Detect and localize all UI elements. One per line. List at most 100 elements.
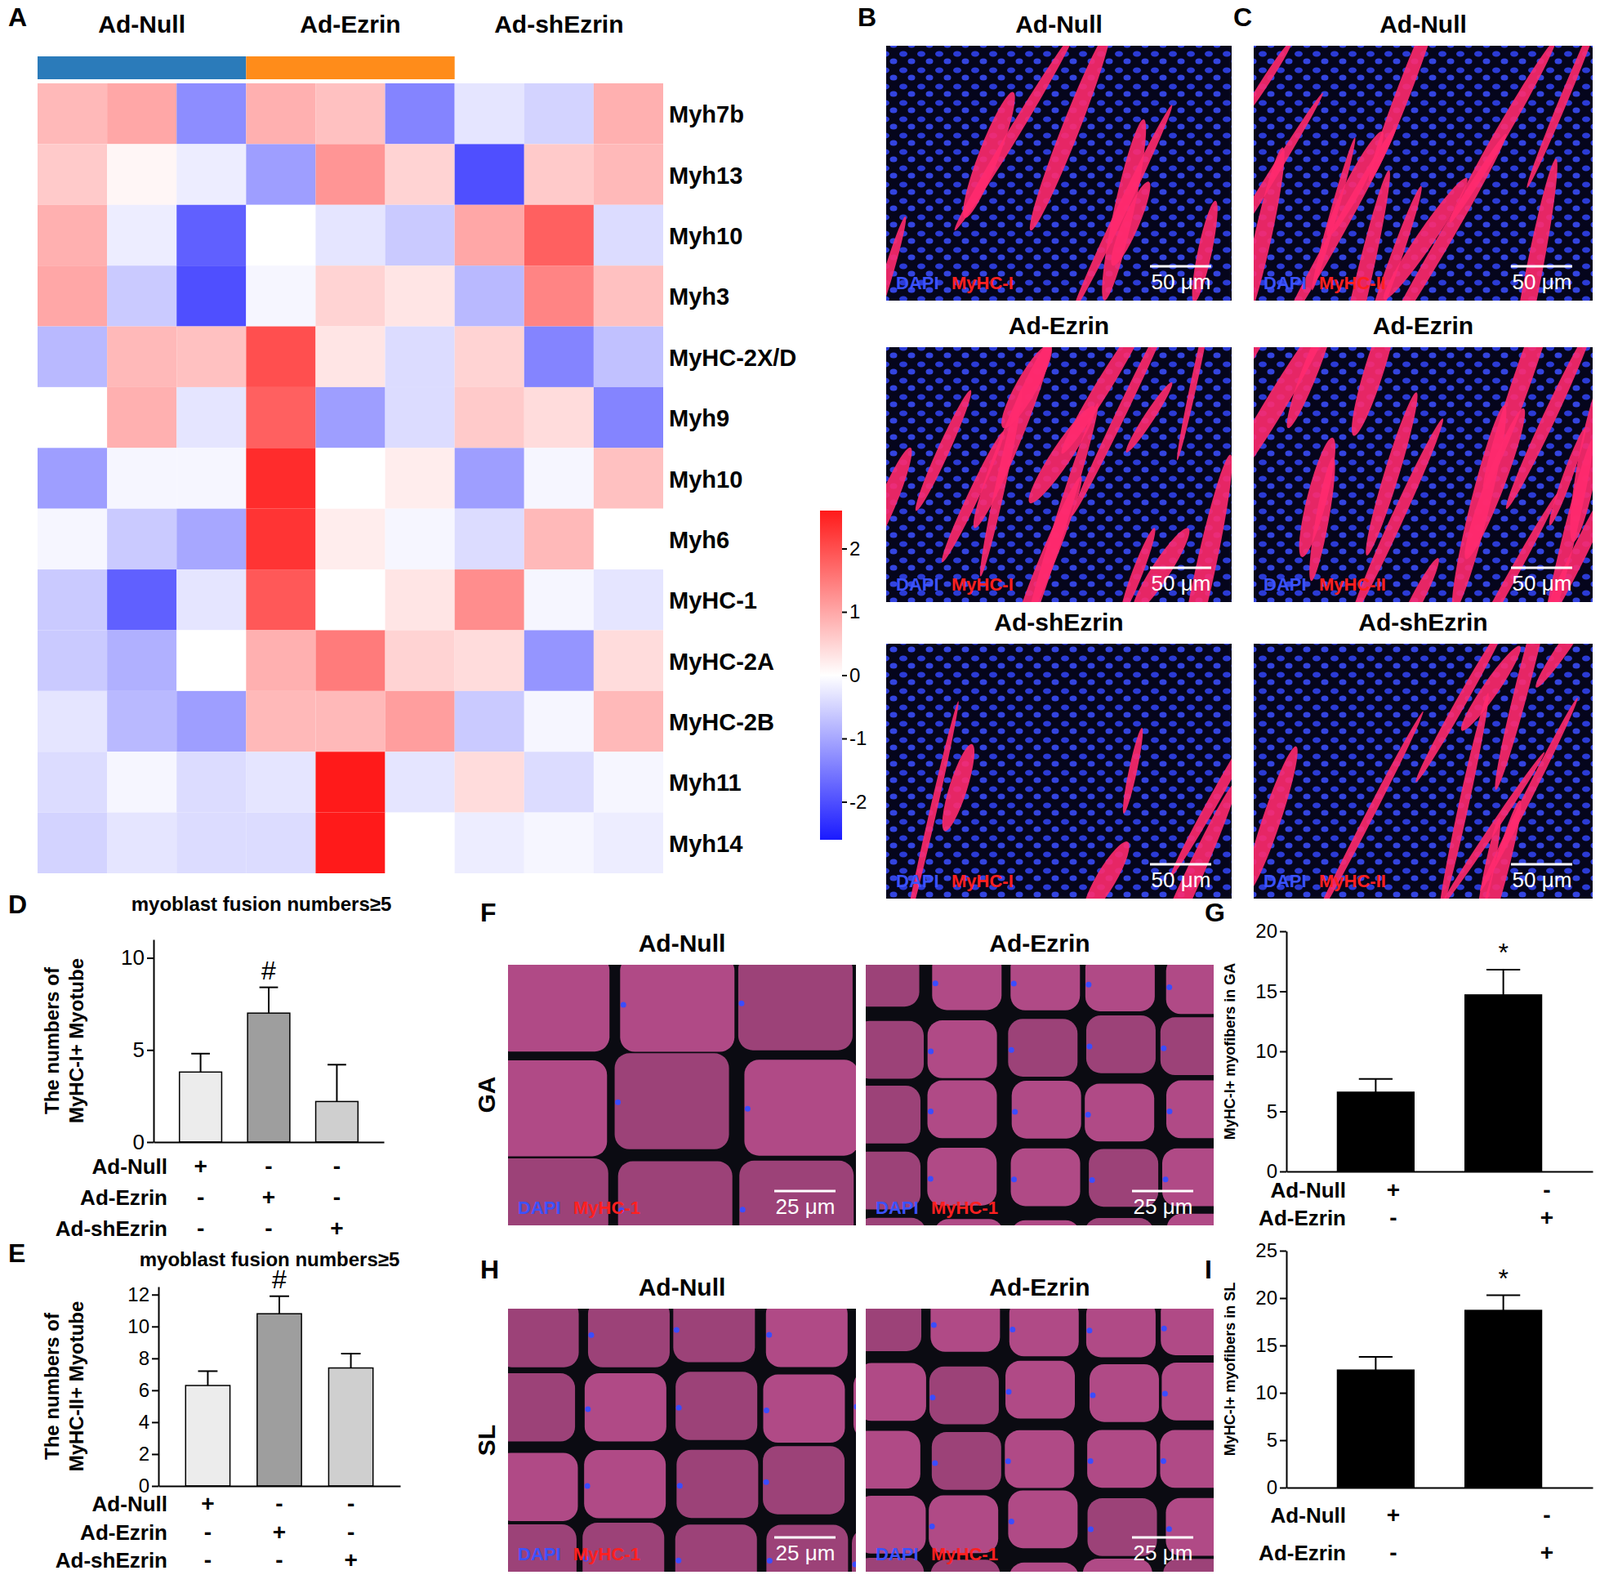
error-cap — [1359, 1355, 1393, 1358]
myofiber — [1011, 1080, 1082, 1139]
condition-label: Ad-Null — [1270, 1502, 1346, 1528]
myotube — [1362, 45, 1448, 185]
condition-label: Ad-Ezrin — [1258, 1540, 1346, 1565]
myotube — [1389, 555, 1445, 602]
tick: 20 — [1255, 1286, 1287, 1309]
micrograph: Ad-EzrinDAPIMyHC-125 μm — [851, 1273, 1236, 1575]
heatmap-cell — [37, 508, 107, 570]
myofiber — [851, 1528, 856, 1572]
myofiber — [1009, 1562, 1079, 1572]
stain-label: DAPI — [1263, 272, 1307, 294]
tick-label: 2 — [138, 1442, 150, 1465]
myofiber — [1160, 1016, 1214, 1075]
tick-mark — [1279, 1297, 1287, 1300]
annotation: * — [1497, 937, 1508, 968]
heatmap-cell — [454, 447, 525, 509]
heatmap-cell — [176, 812, 246, 874]
image-background — [886, 347, 1232, 602]
heatmap-cell — [245, 205, 316, 266]
heatmap-cell — [315, 447, 385, 509]
myofiber — [1085, 964, 1155, 1012]
scale-bar-label: 50 μm — [1512, 867, 1573, 892]
heatmap-cell — [454, 326, 525, 388]
error-cap — [341, 1352, 362, 1355]
nucleus — [620, 1002, 627, 1008]
heatmap-cell — [315, 629, 385, 691]
axis-line — [153, 940, 156, 1143]
stain-label: DAPI — [875, 1197, 919, 1218]
nucleus — [588, 1332, 594, 1338]
stain-label: MyHC-I — [951, 870, 1014, 892]
myofiber — [738, 964, 853, 1051]
myofiber — [584, 1372, 667, 1442]
nucleus — [1011, 1176, 1017, 1182]
scale-bar — [1510, 265, 1573, 268]
bar — [247, 1012, 290, 1142]
stain-label: DAPI — [875, 1543, 919, 1565]
scale-bar-label: 50 μm — [1512, 269, 1573, 295]
micrograph: Ad-EzrinDAPIMyHC-II50 μm — [1207, 254, 1600, 691]
myofiber — [930, 1308, 1000, 1352]
heatmap-cell — [524, 326, 594, 388]
plot-area — [179, 987, 359, 1142]
heatmap-cell — [245, 387, 316, 448]
error-cap — [191, 1052, 210, 1055]
group-bar — [37, 56, 246, 80]
bar — [328, 1368, 373, 1486]
myofiber — [1084, 1217, 1155, 1226]
nucleus — [766, 1557, 773, 1564]
myotube — [1292, 435, 1342, 560]
heatmap-cell — [37, 629, 107, 691]
tick-label: 20 — [1255, 1286, 1278, 1309]
nucleus — [739, 1206, 746, 1213]
nucleus — [1162, 1176, 1168, 1182]
heatmap-cell — [176, 387, 246, 448]
heatmap-cell — [106, 690, 177, 752]
tick-label: 6 — [138, 1378, 150, 1401]
heatmap-cell — [245, 508, 316, 570]
heatmap-cell — [524, 812, 594, 874]
condition-label: Ad-shEzrin — [55, 1547, 168, 1573]
myotube — [1308, 136, 1360, 292]
condition-sign: + — [1540, 1204, 1554, 1231]
axis-line — [158, 1287, 161, 1487]
heatmap-cell — [524, 205, 594, 266]
myofiber — [1087, 1429, 1157, 1488]
myofiber — [927, 1020, 998, 1079]
heatmap-cell — [106, 326, 177, 388]
micrograph: Ad-shEzrinDAPIMyHC-II50 μm — [1238, 548, 1600, 977]
condition-sign: + — [329, 1215, 344, 1241]
scale-bar — [1149, 566, 1212, 570]
heatmap-cell — [176, 690, 246, 752]
condition-label: Ad-Null — [92, 1491, 168, 1516]
axis: -2-1012 — [842, 511, 867, 841]
axis-title: The numbers of — [40, 966, 63, 1115]
heatmap-cell — [315, 387, 385, 448]
error-bar — [1359, 1356, 1393, 1370]
condition-sign: - — [1542, 1176, 1551, 1203]
tick-label: 10 — [1255, 1039, 1278, 1062]
axis-title: The numbers of — [40, 1311, 63, 1460]
heatmap-cell — [315, 569, 385, 630]
nucleus — [766, 1332, 772, 1338]
heatmap-cell — [454, 569, 525, 630]
scale-bar-label: 50 μm — [1151, 269, 1212, 295]
tick-label: 2 — [849, 537, 861, 560]
scale-bar-label: 25 μm — [1133, 1540, 1194, 1565]
error-line — [1502, 1295, 1505, 1311]
myofiber — [583, 1449, 666, 1519]
axis: 0510152025 — [1255, 1238, 1287, 1498]
micrograph: Ad-shEzrinDAPIMyHC-I50 μm — [886, 608, 1276, 1016]
error-line — [278, 1296, 281, 1314]
error-cap — [327, 1063, 347, 1066]
myofiber — [675, 1524, 758, 1572]
myotube — [1076, 836, 1137, 899]
condition-sign: - — [264, 1215, 272, 1241]
myofiber — [675, 1371, 758, 1440]
image-title: Ad-Ezrin — [1372, 311, 1474, 339]
background — [0, 0, 1600, 1575]
axis — [1287, 1171, 1594, 1173]
tick: 10 — [120, 944, 154, 970]
myotube — [993, 347, 1060, 433]
error-bar — [327, 1064, 347, 1101]
